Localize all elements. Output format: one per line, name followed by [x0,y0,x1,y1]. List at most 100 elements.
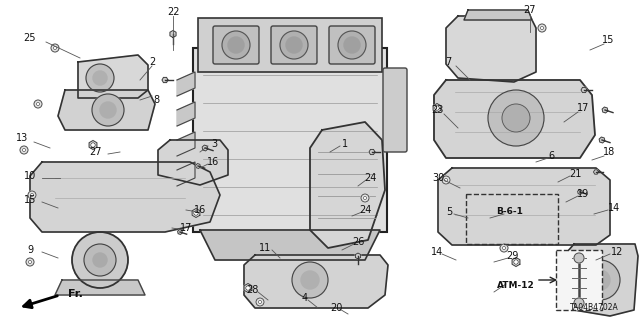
Text: 17: 17 [180,223,192,233]
Circle shape [286,37,302,53]
Text: 22: 22 [167,7,179,17]
Text: 14: 14 [431,247,443,257]
Circle shape [364,197,367,200]
Polygon shape [446,16,536,82]
Polygon shape [170,31,176,38]
Circle shape [301,271,319,289]
Circle shape [194,211,198,215]
Circle shape [28,260,31,263]
Circle shape [100,102,116,118]
Circle shape [246,286,250,290]
FancyBboxPatch shape [271,26,317,64]
Circle shape [31,193,34,197]
Text: 23: 23 [431,105,443,115]
Bar [466,194,558,244]
Circle shape [51,44,59,52]
Text: 11: 11 [259,243,271,253]
Text: 20: 20 [330,303,342,313]
Circle shape [538,24,546,32]
Circle shape [580,260,620,300]
Polygon shape [593,170,598,174]
Circle shape [344,37,360,53]
Text: 28: 28 [246,285,258,295]
Text: 5: 5 [446,207,452,217]
Circle shape [442,176,450,184]
Text: 12: 12 [611,247,623,257]
Polygon shape [244,255,388,308]
Text: 1: 1 [342,139,348,149]
Circle shape [574,298,584,308]
Polygon shape [78,55,148,98]
FancyBboxPatch shape [198,18,382,72]
Circle shape [26,258,34,266]
Polygon shape [200,230,380,260]
Circle shape [86,64,114,92]
Text: 24: 24 [364,173,376,183]
Circle shape [514,260,518,264]
Text: 3: 3 [211,139,217,149]
Text: 24: 24 [359,205,371,215]
Text: 18: 18 [603,147,615,157]
Circle shape [22,148,26,152]
Text: 16: 16 [207,157,219,167]
Text: 25: 25 [24,33,36,43]
Circle shape [500,244,508,252]
Circle shape [292,262,328,298]
Text: 27: 27 [524,5,536,15]
Text: B-6-1: B-6-1 [497,207,524,217]
Circle shape [92,94,124,126]
Circle shape [53,46,56,49]
Bar [556,250,602,310]
Polygon shape [30,162,220,232]
Polygon shape [310,122,385,248]
Polygon shape [438,168,610,245]
Polygon shape [464,10,532,20]
Circle shape [93,253,107,267]
Polygon shape [196,164,200,168]
Polygon shape [602,107,608,113]
Polygon shape [177,102,195,126]
Text: 15: 15 [24,195,36,205]
Text: 15: 15 [602,35,614,45]
Text: 29: 29 [506,251,518,261]
Circle shape [93,71,107,85]
Polygon shape [369,149,375,155]
Text: 6: 6 [548,151,554,161]
Circle shape [435,106,439,110]
Polygon shape [178,230,182,234]
Circle shape [72,232,128,288]
Circle shape [488,90,544,146]
Text: 7: 7 [445,57,451,67]
Polygon shape [434,80,595,158]
Circle shape [540,26,543,30]
Circle shape [36,102,40,106]
Text: 2: 2 [149,57,155,67]
Text: 19: 19 [577,189,589,199]
Text: 4: 4 [302,293,308,303]
Polygon shape [355,253,360,259]
Circle shape [256,298,264,306]
Text: 26: 26 [352,237,364,247]
Polygon shape [162,78,168,83]
FancyBboxPatch shape [383,68,407,152]
Circle shape [20,146,28,154]
Polygon shape [512,257,520,266]
Polygon shape [55,280,145,295]
Text: Fr.: Fr. [68,289,83,299]
Circle shape [502,246,506,249]
Circle shape [280,31,308,59]
Polygon shape [599,137,605,143]
Circle shape [259,300,262,304]
Text: 14: 14 [608,203,620,213]
Text: 9: 9 [27,245,33,255]
Circle shape [228,37,244,53]
Circle shape [28,191,36,199]
Polygon shape [177,72,195,96]
Circle shape [574,253,584,263]
Polygon shape [244,284,252,293]
Text: 8: 8 [153,95,159,105]
Polygon shape [58,90,155,130]
Text: 30: 30 [432,173,444,183]
Text: 13: 13 [16,133,28,143]
Text: ATM-12: ATM-12 [497,281,535,291]
